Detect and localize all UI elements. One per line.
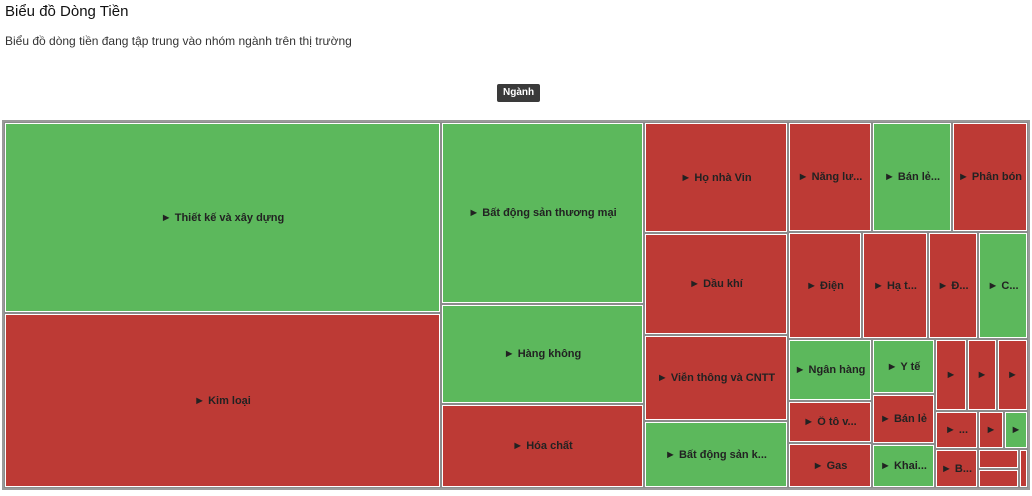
treemap-tile-label: ► Viễn thông và CNTT <box>656 372 776 384</box>
treemap: ► Thiết kế và xây dựng ► Kim loại ► Bất độ… <box>2 120 1030 490</box>
treemap-tile[interactable]: ► Hạ t... <box>862 232 928 339</box>
treemap-tile-label: ► Hạ t... <box>873 279 917 292</box>
treemap-tile-label: ► B... <box>940 462 973 475</box>
treemap-tile[interactable]: ► Năng lư... <box>788 122 872 232</box>
treemap-tile[interactable]: ► Ngân hàng <box>788 339 872 401</box>
treemap-tile[interactable]: ► Phân bón <box>952 122 1028 232</box>
treemap-tile-label: ► Bất động sản thương mại <box>468 207 617 219</box>
treemap-tile[interactable]: ► <box>935 339 967 411</box>
treemap-tile[interactable]: ► Đ... <box>928 232 978 339</box>
treemap-tile[interactable]: ► Bán lẻ... <box>872 122 952 232</box>
treemap-tile[interactable]: ► <box>967 339 997 411</box>
treemap-tile-label: ► C... <box>987 279 1019 292</box>
treemap-root-label[interactable]: Ngành <box>497 84 541 102</box>
treemap-tile-label: ► Dầu khí <box>689 278 743 290</box>
treemap-tile[interactable]: ► C... <box>978 232 1028 339</box>
treemap-tile-label: ► Bất động sản k... <box>665 448 767 461</box>
treemap-tile-label: ► Họ nhà Vin <box>680 171 752 184</box>
chart-subtitle: Biểu đồ dòng tiền đang tập trung vào nhó… <box>5 34 352 48</box>
treemap-tile-label: ► Khai... <box>880 460 927 472</box>
treemap-tile[interactable]: ► Bán lẻ <box>872 394 935 444</box>
treemap-tile[interactable]: ► Họ nhà Vin <box>644 122 788 233</box>
treemap-tile-label: ► <box>1010 424 1022 436</box>
treemap-tile[interactable]: ► ... <box>935 411 978 449</box>
treemap-tile-label: ► Ngân hàng <box>794 364 866 376</box>
treemap-tile-label: ► Hóa chất <box>512 440 573 452</box>
treemap-tile[interactable]: ► Y tế <box>872 339 935 394</box>
treemap-tile-label: ► Bán lẻ... <box>883 171 941 183</box>
treemap-tile-label: ► <box>945 369 957 381</box>
treemap-tile-label: ► <box>985 424 997 436</box>
treemap-tile-label: ► Năng lư... <box>797 171 863 183</box>
treemap-tile[interactable]: ► <box>997 339 1028 411</box>
treemap-tile-label: ► Gas <box>812 459 848 472</box>
treemap-tile[interactable]: ► <box>978 411 1004 449</box>
treemap-tile[interactable]: ► Hóa chất <box>441 404 644 488</box>
treemap-tile-label: ► Đ... <box>937 279 969 292</box>
treemap-tile[interactable]: ► Viễn thông và CNTT <box>644 335 788 421</box>
treemap-tile-label: ► Kim loại <box>194 394 251 407</box>
treemap-tile-label: ► <box>1007 369 1018 381</box>
treemap-tile[interactable]: ► Điện <box>788 232 862 339</box>
treemap-tile-label: ► Bán lẻ <box>880 413 927 425</box>
treemap-tile-label: ► ... <box>944 424 969 436</box>
treemap-tile[interactable] <box>978 449 1019 469</box>
treemap-tile-label: ► Thiết kế và xây dựng <box>160 211 285 224</box>
chart-title: Biểu đồ Dòng Tiền <box>5 3 129 20</box>
treemap-tile[interactable]: ► Bất động sản k... <box>644 421 788 488</box>
treemap-tile-label: ► Điện <box>806 279 844 292</box>
treemap-tile[interactable] <box>1019 449 1028 488</box>
treemap-tile[interactable]: ► Dầu khí <box>644 233 788 335</box>
treemap-tile-label: ► <box>976 369 988 381</box>
treemap-tile[interactable]: ► Hàng không <box>441 304 644 404</box>
treemap-tile[interactable] <box>978 469 1019 488</box>
treemap-tile[interactable]: ► Khai... <box>872 444 935 488</box>
treemap-tile[interactable]: ► Thiết kế và xây dựng <box>4 122 441 313</box>
treemap-tile[interactable]: ► <box>1004 411 1028 449</box>
treemap-tile-label: ► Hàng không <box>503 348 582 360</box>
treemap-tile[interactable]: ► Gas <box>788 443 872 488</box>
treemap-tile[interactable]: ► Bất động sản thương mại <box>441 122 644 304</box>
treemap-tile[interactable]: ► Kim loại <box>4 313 441 488</box>
treemap-tile[interactable]: ► B... <box>935 449 978 488</box>
treemap-tile[interactable]: ► Ô tô v... <box>788 401 872 443</box>
treemap-tile-label: ► Ô tô v... <box>803 416 857 428</box>
treemap-tile-label: ► Y tế <box>886 360 921 373</box>
treemap-tile-label: ► Phân bón <box>957 171 1023 183</box>
